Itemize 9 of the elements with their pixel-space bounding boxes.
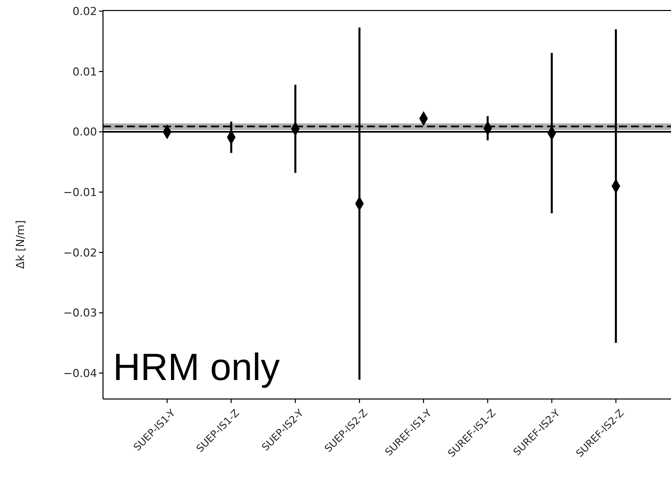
y-axis-title: Δk [N/m] bbox=[14, 220, 27, 269]
annotation: HRM only bbox=[113, 346, 280, 390]
y-tick-label: −0.04 bbox=[63, 366, 97, 380]
y-tick-label: 0.00 bbox=[72, 126, 97, 139]
y-tick-label: 0.02 bbox=[72, 5, 97, 18]
y-tick-label: −0.01 bbox=[63, 186, 97, 200]
y-tick-label: 0.01 bbox=[72, 65, 97, 78]
y-tick-label: −0.02 bbox=[63, 246, 97, 260]
y-tick-label: −0.03 bbox=[63, 306, 97, 320]
